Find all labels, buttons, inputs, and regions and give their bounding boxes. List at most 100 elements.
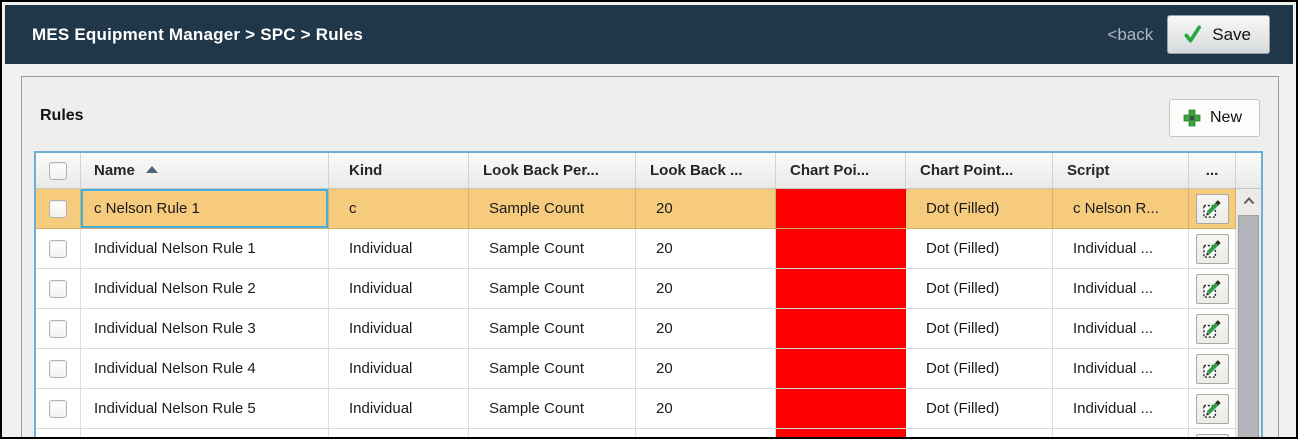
table-body: c Nelson Rule 1 c Sample Count 20 Dot (F… <box>36 189 1236 437</box>
edit-script-button[interactable] <box>1195 273 1229 304</box>
chart-point-color-swatch[interactable] <box>776 429 906 437</box>
chart-point-color-swatch[interactable] <box>776 189 906 228</box>
header-kind[interactable]: Kind <box>329 153 469 188</box>
cell-kind: c <box>329 189 469 228</box>
cell-script: c Nelson R... <box>1053 189 1189 228</box>
cell-chart-point-style: Dot (Filled) <box>906 229 1053 268</box>
cell-actions <box>1189 309 1236 348</box>
row-checkbox[interactable] <box>49 279 67 298</box>
edit-script-button[interactable] <box>1195 313 1229 344</box>
cell-chart-point-style <box>906 429 1053 437</box>
edit-pencil-icon <box>1202 400 1221 418</box>
cell-kind: Individual <box>329 389 469 428</box>
header-script[interactable]: Script <box>1053 153 1189 188</box>
vertical-scrollbar[interactable] <box>1236 153 1261 437</box>
page-title: MES Equipment Manager > SPC > Rules <box>32 24 364 44</box>
header-kind-label: Kind <box>349 162 383 179</box>
row-checkbox-cell <box>36 269 81 308</box>
edit-pencil-icon <box>1202 360 1221 378</box>
table-row[interactable]: Individual Nelson Rule 1 Individual Samp… <box>36 229 1236 269</box>
cell-look-back-period <box>469 429 636 437</box>
row-checkbox-cell <box>36 429 81 437</box>
cell-script: Individual ... <box>1053 229 1189 268</box>
edit-pencil-icon <box>1202 240 1221 258</box>
panel-title: Rules <box>40 107 84 124</box>
edit-script-button[interactable] <box>1195 393 1229 424</box>
save-button[interactable]: Save <box>1167 15 1270 54</box>
edit-pencil-icon <box>1202 280 1221 298</box>
cell-actions <box>1189 349 1236 388</box>
cell-chart-point-style: Dot (Filled) <box>906 389 1053 428</box>
chart-point-color-swatch[interactable] <box>776 349 906 388</box>
cell-chart-point-style: Dot (Filled) <box>906 269 1053 308</box>
table-row[interactable]: c Nelson Rule 1 c Sample Count 20 Dot (F… <box>36 189 1236 229</box>
cell-kind: Individual <box>329 349 469 388</box>
cell-look-back-period: Sample Count <box>469 269 636 308</box>
back-link[interactable]: <back <box>1107 24 1154 44</box>
row-checkbox[interactable] <box>49 399 67 418</box>
table-row[interactable]: Individual Nelson Rule 2 Individual Samp… <box>36 269 1236 309</box>
header-name[interactable]: Name <box>81 153 329 188</box>
row-checkbox[interactable] <box>49 319 67 338</box>
row-checkbox[interactable] <box>49 199 67 218</box>
cell-chart-point-style: Dot (Filled) <box>906 189 1053 228</box>
cell-name: Individual Nelson Rule 3 <box>81 309 329 348</box>
table-row[interactable]: Individual Nelson Rule 5 Individual Samp… <box>36 389 1236 429</box>
cell-look-back: 20 <box>636 189 776 228</box>
edit-script-button[interactable] <box>1195 193 1229 224</box>
cell-look-back <box>636 429 776 437</box>
cell-script: Individual ... <box>1053 269 1189 308</box>
rules-table: Name Kind Look Back Per... Look Back ... <box>34 151 1263 437</box>
topbar: MES Equipment Manager > SPC > Rules <bac… <box>5 5 1293 64</box>
row-checkbox[interactable] <box>49 359 67 378</box>
cell-name: c Nelson Rule 1 <box>81 189 329 228</box>
header-select-all[interactable] <box>36 153 81 188</box>
header-actions[interactable]: ... <box>1189 153 1236 188</box>
cell-script: Individual ... <box>1053 389 1189 428</box>
table-row[interactable]: Individual Nelson Rule 4 Individual Samp… <box>36 349 1236 389</box>
edit-pencil-icon <box>1202 200 1221 218</box>
row-checkbox[interactable] <box>49 239 67 258</box>
header-name-label: Name <box>94 162 135 179</box>
header-chart-point-style[interactable]: Chart Point... <box>906 153 1053 188</box>
header-look-back-period[interactable]: Look Back Per... <box>469 153 636 188</box>
topbar-actions: <back Save <box>1107 15 1293 54</box>
edit-script-button[interactable] <box>1195 433 1229 437</box>
header-look-back[interactable]: Look Back ... <box>636 153 776 188</box>
scroll-up-button[interactable] <box>1236 189 1261 213</box>
cell-actions <box>1189 229 1236 268</box>
header-chart-point-color-label: Chart Poi... <box>790 162 870 179</box>
row-checkbox-cell <box>36 309 81 348</box>
edit-script-button[interactable] <box>1195 353 1229 384</box>
table-header: Name Kind Look Back Per... Look Back ... <box>36 153 1236 189</box>
scrollbar-header-gap <box>1236 153 1261 189</box>
cell-name <box>81 429 329 437</box>
cell-name: Individual Nelson Rule 4 <box>81 349 329 388</box>
header-chart-point-color[interactable]: Chart Poi... <box>776 153 906 188</box>
new-button-label: New <box>1209 109 1242 126</box>
table-row[interactable]: Individual Nelson Rule 3 Individual Samp… <box>36 309 1236 349</box>
chart-point-color-swatch[interactable] <box>776 309 906 348</box>
select-all-checkbox[interactable] <box>49 161 67 180</box>
cell-look-back: 20 <box>636 309 776 348</box>
cell-look-back-period: Sample Count <box>469 309 636 348</box>
cell-look-back-period: Sample Count <box>469 349 636 388</box>
scrollbar-thumb[interactable] <box>1238 215 1259 437</box>
header-look-back-label: Look Back ... <box>650 162 743 179</box>
cell-actions <box>1189 189 1236 228</box>
header-chart-point-style-label: Chart Point... <box>920 162 1014 179</box>
chart-point-color-swatch[interactable] <box>776 389 906 428</box>
header-script-label: Script <box>1067 162 1110 179</box>
chevron-up-icon <box>1243 197 1254 205</box>
edit-script-button[interactable] <box>1195 233 1229 264</box>
cell-look-back-period: Sample Count <box>469 189 636 228</box>
new-button[interactable]: New <box>1168 99 1260 137</box>
chart-point-color-swatch[interactable] <box>776 229 906 268</box>
rules-panel: Rules New Name <box>21 76 1279 437</box>
cell-look-back: 20 <box>636 349 776 388</box>
table-row[interactable] <box>36 429 1236 437</box>
header-look-back-period-label: Look Back Per... <box>483 162 599 179</box>
chart-point-color-swatch[interactable] <box>776 269 906 308</box>
save-button-label: Save <box>1212 24 1251 44</box>
cell-script: Individual ... <box>1053 309 1189 348</box>
